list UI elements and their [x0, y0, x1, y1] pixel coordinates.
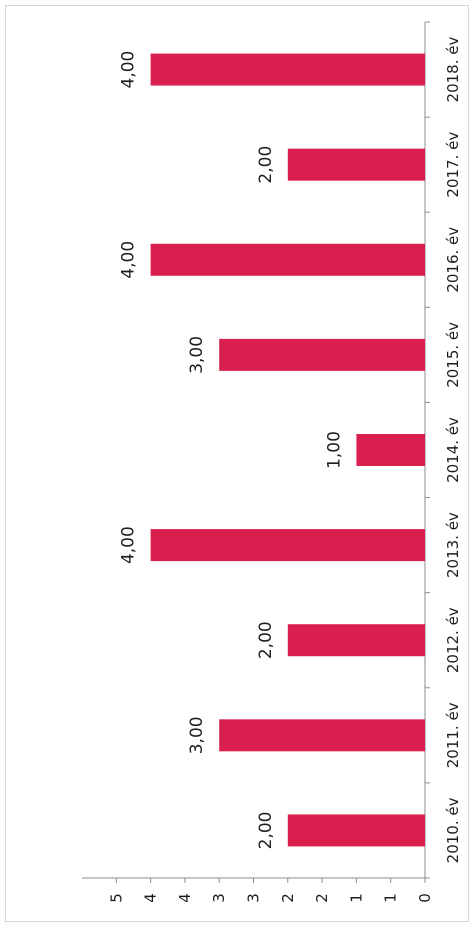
category-label: 2012. év	[444, 607, 462, 673]
bar	[356, 434, 425, 466]
category-label: 2010. év	[444, 797, 462, 863]
category-label: 2016. év	[444, 227, 462, 293]
data-label: 2,00	[256, 812, 276, 850]
value-tick-label: 3	[210, 893, 228, 903]
data-label: 4,00	[119, 51, 139, 89]
data-label: 4,00	[119, 241, 139, 279]
value-tick-label: 2	[313, 893, 331, 903]
value-tick-label: 1	[382, 893, 400, 903]
value-tick-label: 0	[416, 893, 434, 903]
bar	[219, 719, 425, 752]
data-label: 1,00	[324, 431, 344, 469]
value-tick-label: 5	[107, 893, 125, 903]
value-tick-label: 4	[142, 893, 160, 903]
bar	[287, 624, 425, 657]
category-label: 2013. év	[444, 512, 462, 578]
data-label: 3,00	[187, 716, 207, 754]
value-tick-label: 2	[279, 893, 297, 903]
bar	[150, 53, 425, 86]
bar	[219, 338, 425, 371]
value-tick-label: 3	[245, 893, 263, 903]
category-label: 2015. év	[444, 322, 462, 388]
value-tick-label: 4	[176, 893, 194, 903]
category-label: 2014. év	[444, 417, 462, 483]
bar	[150, 529, 425, 562]
data-label: 3,00	[187, 336, 207, 374]
category-label: 2011. év	[444, 702, 462, 768]
category-label: 2017. év	[444, 132, 462, 198]
bar	[287, 814, 425, 847]
data-label: 2,00	[256, 621, 276, 659]
bar	[150, 243, 425, 276]
value-tick-label: 1	[347, 893, 365, 903]
chart-frame	[5, 5, 469, 922]
category-label: 2018. év	[444, 37, 462, 103]
data-label: 4,00	[119, 526, 139, 564]
bar	[287, 148, 425, 181]
data-label: 2,00	[256, 146, 276, 184]
